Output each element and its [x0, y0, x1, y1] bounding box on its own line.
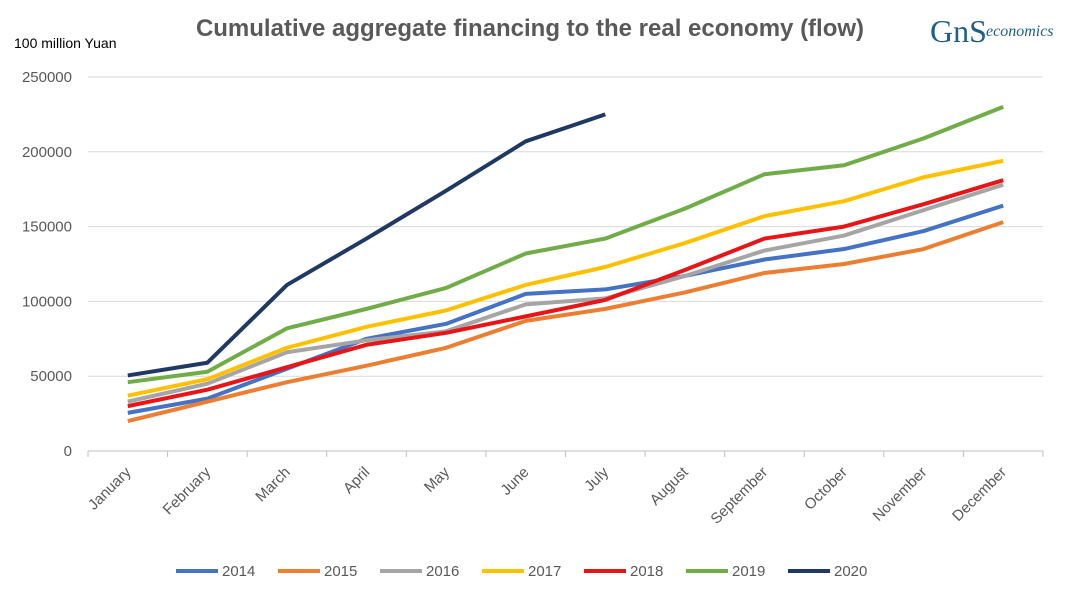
- x-tick-label: March: [252, 464, 293, 505]
- logo-text: economics: [986, 23, 1054, 40]
- line-series: [127, 158, 1004, 398]
- legend-label: 2016: [426, 563, 459, 580]
- y-tick-label: 150000: [22, 219, 72, 236]
- legend-label: 2015: [324, 563, 357, 580]
- y-tick-label: 0: [64, 443, 72, 460]
- chart-title: Cumulative aggregate financing to the re…: [196, 15, 864, 42]
- x-tick-label: December: [949, 464, 1010, 525]
- line-series: [127, 182, 1004, 404]
- x-tick-label: August: [647, 463, 693, 509]
- x-tick-label: February: [160, 463, 215, 518]
- x-tick-label: November: [869, 464, 930, 525]
- x-tick-label: October: [801, 464, 851, 514]
- x-tick-label: April: [340, 464, 373, 497]
- line-series: [127, 112, 606, 378]
- x-tick-label: July: [581, 463, 612, 494]
- line-series: [127, 220, 1004, 424]
- logo-mark: GnS: [930, 13, 987, 49]
- legend-label: 2018: [630, 563, 663, 580]
- x-tick-label: January: [85, 463, 135, 513]
- y-tick-label: 50000: [30, 368, 72, 385]
- legend-label: 2020: [834, 563, 867, 580]
- y-axis-label: 100 million Yuan: [14, 35, 116, 51]
- y-tick-label: 250000: [22, 69, 72, 86]
- line-series: [127, 105, 1004, 385]
- legend-label: 2019: [732, 563, 765, 580]
- legend-label: 2017: [528, 563, 561, 580]
- line-series: [127, 203, 1004, 415]
- x-tick-label: May: [421, 463, 453, 495]
- x-tick-label: June: [498, 464, 533, 499]
- legend-label: 2014: [222, 563, 255, 580]
- y-tick-label: 100000: [22, 293, 72, 310]
- x-tick-label: September: [707, 464, 771, 528]
- line-series: [127, 178, 1004, 409]
- y-tick-label: 200000: [22, 144, 72, 161]
